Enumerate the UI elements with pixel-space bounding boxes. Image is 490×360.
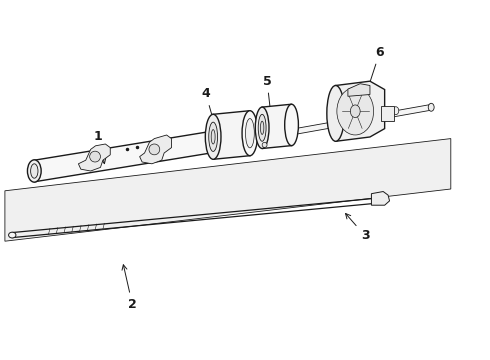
Polygon shape (245, 104, 431, 143)
Ellipse shape (27, 160, 41, 182)
Ellipse shape (245, 118, 254, 148)
Text: 3: 3 (345, 213, 369, 242)
Ellipse shape (262, 143, 267, 148)
Ellipse shape (337, 87, 374, 135)
Polygon shape (371, 192, 390, 205)
Polygon shape (5, 139, 451, 241)
Ellipse shape (9, 232, 16, 238)
Ellipse shape (367, 111, 373, 119)
Ellipse shape (354, 114, 360, 122)
Ellipse shape (327, 85, 344, 141)
FancyBboxPatch shape (381, 106, 394, 121)
Ellipse shape (350, 105, 360, 117)
Text: 1: 1 (94, 130, 106, 164)
Ellipse shape (242, 111, 258, 156)
Ellipse shape (90, 151, 100, 162)
Ellipse shape (380, 109, 386, 117)
Polygon shape (336, 81, 385, 141)
Ellipse shape (285, 104, 298, 145)
Ellipse shape (149, 144, 160, 155)
Text: 6: 6 (366, 46, 384, 94)
Text: 2: 2 (122, 265, 137, 311)
Ellipse shape (211, 130, 215, 144)
Text: 5: 5 (263, 75, 273, 120)
Polygon shape (34, 124, 255, 182)
Ellipse shape (209, 122, 218, 152)
Polygon shape (140, 135, 171, 164)
Ellipse shape (258, 114, 266, 141)
Ellipse shape (205, 114, 221, 159)
Polygon shape (262, 104, 292, 149)
Polygon shape (348, 84, 370, 96)
Ellipse shape (428, 103, 434, 111)
Ellipse shape (261, 121, 264, 134)
Ellipse shape (393, 107, 399, 114)
Text: 4: 4 (201, 87, 218, 133)
Ellipse shape (255, 107, 269, 149)
Ellipse shape (30, 164, 38, 178)
Polygon shape (78, 144, 110, 171)
Polygon shape (213, 111, 250, 159)
